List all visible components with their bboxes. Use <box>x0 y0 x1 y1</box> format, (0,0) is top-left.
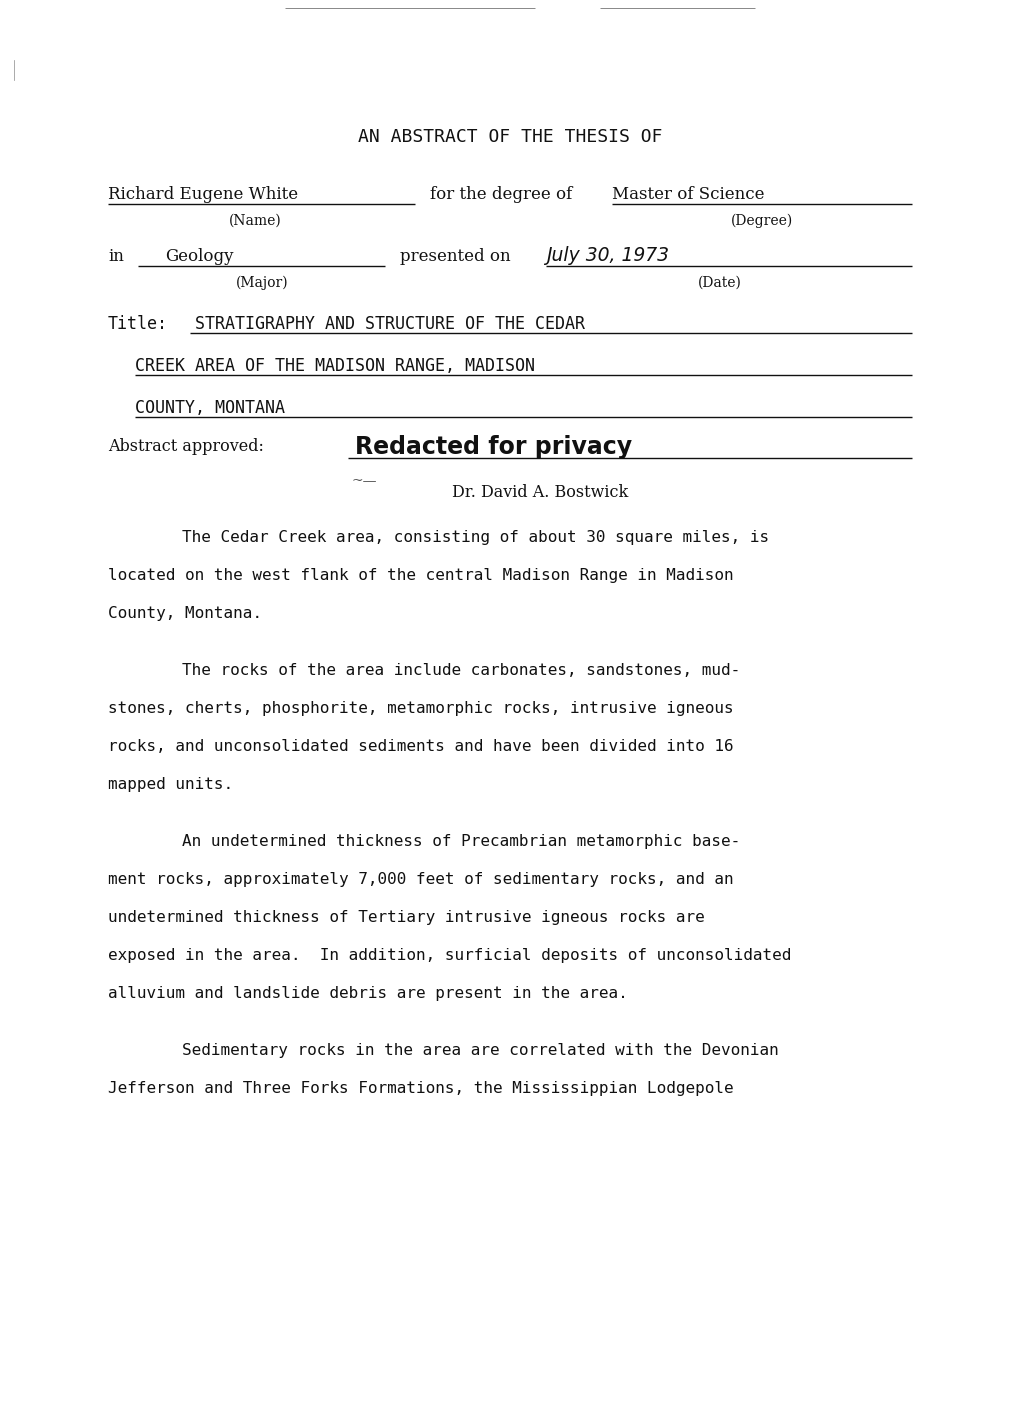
Text: Master of Science: Master of Science <box>611 187 764 203</box>
Text: undetermined thickness of Tertiary intrusive igneous rocks are: undetermined thickness of Tertiary intru… <box>108 911 704 925</box>
Text: AN ABSTRACT OF THE THESIS OF: AN ABSTRACT OF THE THESIS OF <box>358 128 661 146</box>
Text: July 30, 1973: July 30, 1973 <box>545 246 668 265</box>
Text: ~—: ~— <box>352 474 377 488</box>
Text: The rocks of the area include carbonates, sandstones, mud-: The rocks of the area include carbonates… <box>181 664 740 678</box>
Text: located on the west flank of the central Madison Range in Madison: located on the west flank of the central… <box>108 568 733 584</box>
Text: (Name): (Name) <box>228 215 281 229</box>
Text: (Major): (Major) <box>235 276 288 290</box>
Text: for the degree of: for the degree of <box>430 187 572 203</box>
Text: mapped units.: mapped units. <box>108 777 233 793</box>
Text: Richard Eugene White: Richard Eugene White <box>108 187 298 203</box>
Text: CREEK AREA OF THE MADISON RANGE, MADISON: CREEK AREA OF THE MADISON RANGE, MADISON <box>135 356 535 375</box>
Text: exposed in the area.  In addition, surficial deposits of unconsolidated: exposed in the area. In addition, surfic… <box>108 948 791 962</box>
Text: (Date): (Date) <box>697 276 741 290</box>
Text: ment rocks, approximately 7,000 feet of sedimentary rocks, and an: ment rocks, approximately 7,000 feet of … <box>108 873 733 887</box>
Text: Title:: Title: <box>108 316 168 333</box>
Text: presented on: presented on <box>399 248 511 265</box>
Text: COUNTY, MONTANA: COUNTY, MONTANA <box>135 398 284 417</box>
Text: in: in <box>108 248 123 265</box>
Text: County, Montana.: County, Montana. <box>108 606 262 622</box>
Text: Abstract approved:: Abstract approved: <box>108 438 264 455</box>
Text: An undetermined thickness of Precambrian metamorphic base-: An undetermined thickness of Precambrian… <box>181 833 740 849</box>
Text: Geology: Geology <box>165 248 233 265</box>
Text: Sedimentary rocks in the area are correlated with the Devonian: Sedimentary rocks in the area are correl… <box>181 1042 777 1058</box>
Text: Dr. David A. Bostwick: Dr. David A. Bostwick <box>451 484 628 501</box>
Text: (Degree): (Degree) <box>731 215 793 229</box>
Text: alluvium and landslide debris are present in the area.: alluvium and landslide debris are presen… <box>108 986 627 1000</box>
Text: The Cedar Creek area, consisting of about 30 square miles, is: The Cedar Creek area, consisting of abou… <box>181 530 768 544</box>
Text: STRATIGRAPHY AND STRUCTURE OF THE CEDAR: STRATIGRAPHY AND STRUCTURE OF THE CEDAR <box>195 316 585 333</box>
Text: Jefferson and Three Forks Formations, the Mississippian Lodgepole: Jefferson and Three Forks Formations, th… <box>108 1080 733 1096</box>
Text: stones, cherts, phosphorite, metamorphic rocks, intrusive igneous: stones, cherts, phosphorite, metamorphic… <box>108 702 733 716</box>
Text: rocks, and unconsolidated sediments and have been divided into 16: rocks, and unconsolidated sediments and … <box>108 739 733 753</box>
Text: Redacted for privacy: Redacted for privacy <box>355 435 632 459</box>
